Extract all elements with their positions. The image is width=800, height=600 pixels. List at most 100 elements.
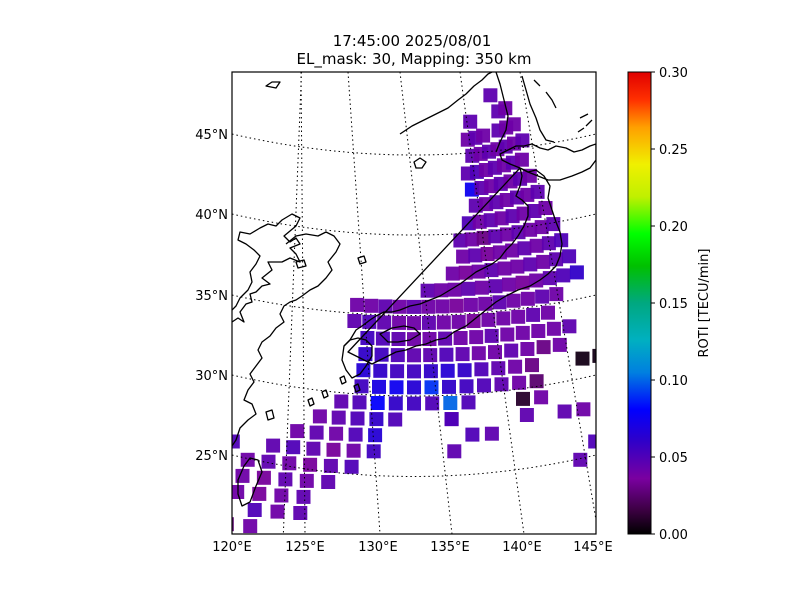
roti-cell	[407, 380, 421, 395]
roti-cell	[484, 263, 499, 278]
roti-cell	[350, 411, 365, 426]
roti-cell	[520, 291, 535, 306]
roti-cell	[444, 412, 459, 427]
roti-cell	[575, 351, 590, 366]
roti-cell	[447, 444, 462, 459]
roti-cell	[458, 265, 473, 280]
roti-cell	[508, 359, 523, 374]
roti-cell	[505, 243, 520, 258]
roti-cell	[469, 330, 484, 345]
roti-cell	[407, 364, 421, 379]
lon-label-140: 140°E	[502, 540, 542, 555]
roti-cell	[506, 293, 521, 308]
colorbar-tick-0.20: 0.20	[659, 220, 688, 235]
roti-cell	[424, 380, 439, 395]
roti-cell	[232, 517, 234, 532]
roti-cell	[453, 233, 468, 248]
roti-cell	[303, 457, 318, 472]
roti-cell	[286, 440, 301, 455]
roti-cell	[542, 271, 557, 286]
roti-cell	[422, 332, 437, 346]
roti-cell	[546, 217, 561, 232]
colorbar-tick-0.00: 0.00	[659, 528, 688, 543]
map-frame	[231, 71, 597, 535]
roti-cell	[323, 458, 338, 473]
roti-cell	[459, 379, 474, 394]
roti-cell	[534, 390, 549, 405]
roti-cell	[505, 209, 520, 224]
lon-label-130: 130°E	[358, 540, 398, 555]
meridian-130	[347, 72, 381, 534]
map-panel	[231, 71, 597, 535]
roti-cell	[502, 277, 516, 292]
roti-cell	[541, 236, 556, 251]
roti-cell	[520, 342, 535, 356]
roti-cell	[522, 168, 537, 183]
lon-label-145: 145°E	[573, 540, 613, 555]
roti-cell	[329, 426, 344, 441]
roti-cell	[492, 245, 507, 260]
roti-cell	[282, 456, 297, 471]
roti-cell	[374, 347, 389, 362]
roti-cell	[306, 441, 321, 456]
roti-cell	[536, 340, 551, 355]
roti-cell	[439, 347, 454, 362]
roti-cell	[531, 324, 546, 338]
roti-cell	[477, 378, 491, 393]
title-time: 17:45:00 2025/08/01	[333, 32, 492, 50]
roti-cell	[556, 268, 571, 283]
roti-cell	[494, 377, 509, 392]
roti-cell	[347, 314, 362, 328]
roti-cell	[480, 247, 495, 261]
roti-cell	[354, 379, 369, 394]
colorbar-label: ROTI [TECU/min]	[697, 249, 712, 358]
roti-cell	[476, 128, 491, 143]
roti-cell	[472, 214, 487, 229]
roti-cell	[425, 396, 440, 411]
colorbar-tick-0.30: 0.30	[659, 66, 688, 81]
roti-cell	[346, 443, 361, 458]
roti-cell	[348, 427, 363, 442]
roti-cell	[373, 363, 388, 378]
roti-cell	[461, 395, 476, 410]
meridian-140	[459, 72, 525, 534]
lon-label-135: 135°E	[430, 540, 470, 555]
roti-cell	[488, 279, 503, 294]
roti-cell	[423, 348, 438, 363]
roti-cell	[312, 409, 327, 424]
roti-cell	[481, 312, 496, 327]
colorbar-tick-0.15: 0.15	[659, 297, 688, 312]
roti-cell	[496, 311, 511, 326]
roti-cell	[352, 395, 367, 410]
lat-label-35: 35°N	[195, 289, 228, 304]
roti-cell	[407, 316, 421, 331]
roti-cell	[390, 364, 405, 379]
meridian-135	[399, 72, 453, 534]
roti-cell	[461, 281, 476, 296]
roti-cell	[240, 452, 255, 467]
roti-cell	[372, 379, 386, 394]
roti-cell	[364, 298, 379, 313]
roti-cell	[321, 475, 336, 489]
roti-cell	[488, 345, 502, 360]
colorbar-ticks	[651, 71, 655, 535]
roti-cell	[457, 363, 472, 378]
roti-cell	[557, 404, 572, 419]
roti-cell	[523, 222, 538, 237]
roti-cell	[350, 297, 365, 312]
roti-cell	[442, 379, 456, 394]
roti-cell	[388, 396, 403, 411]
roti-cell	[232, 434, 240, 449]
roti-cell	[463, 297, 478, 312]
roti-cell	[391, 332, 406, 346]
roti-cell	[293, 506, 308, 520]
roti-cell	[511, 309, 526, 324]
roti-cell	[519, 408, 534, 422]
roti-cell	[296, 489, 311, 504]
roti-cell	[407, 348, 421, 363]
roti-cell	[278, 472, 293, 487]
roti-cell	[476, 230, 491, 245]
roti-cell	[535, 289, 550, 304]
roti-cell	[421, 315, 436, 330]
